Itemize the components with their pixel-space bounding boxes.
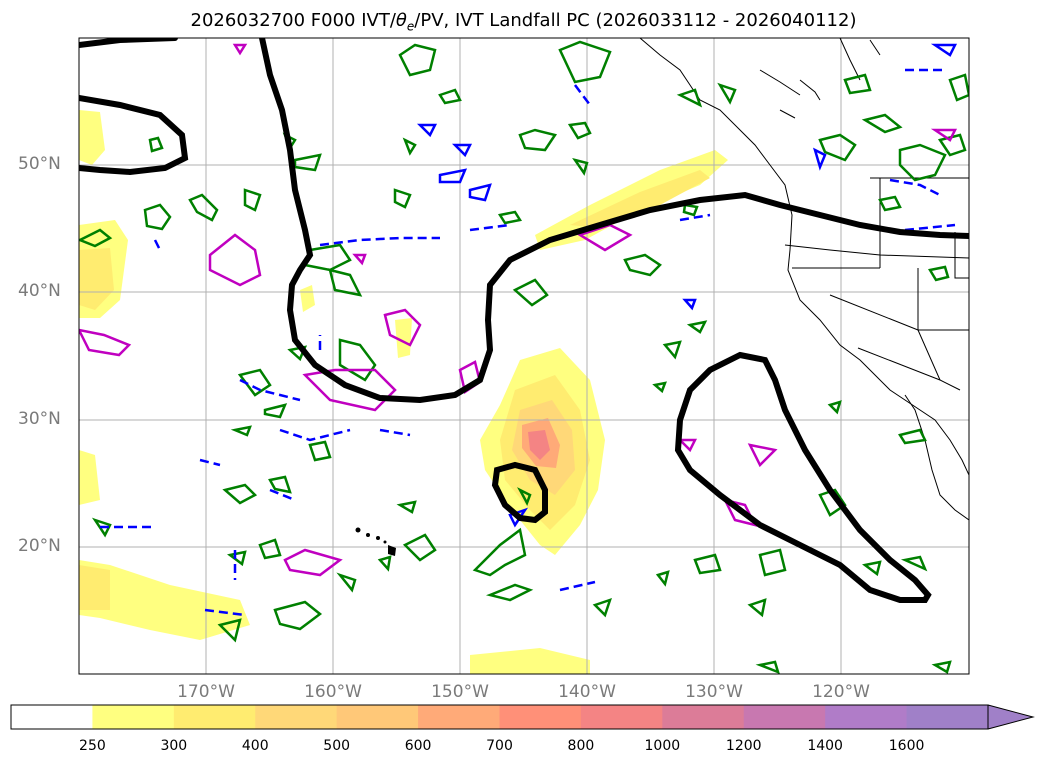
lon-label-130w: 130°W	[685, 682, 743, 702]
pv-negative-contours	[100, 68, 956, 617]
colorbar-tick-label: 500	[323, 738, 351, 754]
lon-label-160w: 160°W	[304, 682, 362, 702]
lon-label-140w: 140°W	[558, 682, 616, 702]
figure-title: 2026032700 F000 IVT/θe/PV, IVT Landfall …	[190, 10, 857, 34]
map-frame	[78, 37, 970, 675]
colorbar-tick-label: 1600	[888, 738, 925, 754]
colorbar-tick-label: 300	[160, 738, 188, 754]
colorbar-tick-label: 1200	[725, 738, 762, 754]
lon-label-120w: 120°W	[812, 682, 870, 702]
colorbar-tick-label: 1000	[644, 738, 681, 754]
colorbar-tick-label: 800	[567, 738, 595, 754]
colorbar-cell-1200	[743, 705, 826, 729]
colorbar-cell-700	[499, 705, 582, 729]
colorbar-tick-label: 250	[79, 738, 106, 754]
colorbar-extend-arrow	[988, 705, 1033, 729]
colorbar-cell-250	[92, 705, 175, 729]
colorbar-cell-below	[11, 705, 93, 729]
colorbar-cell-500	[336, 705, 419, 729]
lat-label-20n: 20°N	[18, 536, 61, 556]
colorbar-tick-label: 400	[241, 738, 269, 754]
coastline	[639, 38, 969, 521]
colorbar-cell-800	[580, 705, 663, 729]
lat-label-40n: 40°N	[18, 281, 61, 301]
colorbar-tick-label: 700	[486, 738, 513, 754]
hawaii-islands	[355, 527, 396, 556]
lat-label-50n: 50°N	[18, 154, 61, 174]
colorbar-cell-600	[418, 705, 500, 729]
colorbar-tick-label: 1400	[807, 738, 843, 754]
pv-positive-contours	[79, 43, 958, 577]
lat-label-30n: 30°N	[18, 409, 61, 429]
lon-label-150w: 150°W	[431, 682, 489, 702]
landfall-pc-contours	[79, 38, 969, 603]
colorbar-cell-1400	[825, 705, 908, 729]
ivt-colorbar	[10, 704, 1035, 730]
colorbar-cell-1600	[906, 705, 989, 729]
colorbar-cell-400	[255, 705, 338, 729]
colorbar-frame	[10, 704, 989, 730]
lon-label-170w: 170°W	[177, 682, 235, 702]
colorbar-cell-1000	[662, 705, 745, 729]
colorbar-cell-300	[173, 705, 256, 729]
colorbar-tick-label: 600	[404, 738, 432, 754]
